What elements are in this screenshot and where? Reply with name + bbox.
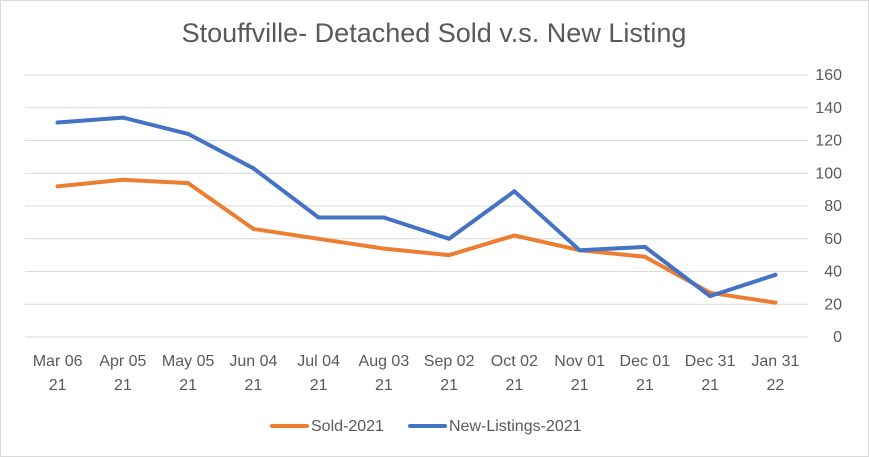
x-tick-label: Jan 31: [751, 353, 799, 370]
series-lines: [55, 115, 778, 305]
x-tick-label: 21: [114, 377, 132, 394]
data-point: [55, 120, 60, 125]
x-tick-label: Aug 03: [359, 353, 410, 370]
legend-label: New-Listings-2021: [449, 418, 582, 435]
data-point: [381, 246, 386, 251]
y-axis-ticks: 0 20 40 60 80 100 120 140 160: [815, 67, 842, 346]
gridlines: [25, 74, 808, 338]
x-tick-label: 21: [636, 377, 654, 394]
y-tick-label: 20: [824, 296, 842, 313]
x-tick-label: 21: [505, 377, 523, 394]
data-point: [577, 248, 582, 253]
data-point: [447, 236, 452, 241]
x-tick-label: Dec 01: [620, 353, 671, 370]
x-tick-label: 21: [310, 377, 328, 394]
data-point: [708, 294, 713, 299]
data-point: [316, 215, 321, 220]
data-point: [186, 131, 191, 136]
x-tick-label: Mar 06: [33, 353, 83, 370]
y-tick-label: 140: [815, 100, 842, 117]
data-point: [381, 215, 386, 220]
y-tick-label: 120: [815, 133, 842, 150]
x-tick-label: Nov 01: [554, 353, 605, 370]
data-point: [120, 115, 125, 120]
data-point: [447, 253, 452, 258]
x-tick-label: Apr 05: [99, 353, 146, 370]
y-tick-label: 80: [824, 198, 842, 215]
data-point: [773, 300, 778, 305]
y-tick-label: 40: [824, 264, 842, 281]
series-line-new-listings: [55, 115, 778, 299]
data-point: [251, 226, 256, 231]
y-tick-label: 60: [824, 231, 842, 248]
x-tick-label: 22: [766, 377, 784, 394]
data-point: [316, 236, 321, 241]
series-line-sold: [55, 177, 778, 305]
data-point: [773, 272, 778, 277]
data-point: [120, 177, 125, 182]
y-tick-label: 100: [815, 165, 842, 182]
chart-title: Stouffville- Detached Sold v.s. New List…: [182, 18, 687, 48]
x-tick-label: Sep 02: [424, 353, 475, 370]
x-tick-label: 21: [179, 377, 197, 394]
data-point: [55, 184, 60, 189]
x-tick-label: 21: [244, 377, 262, 394]
x-tick-label: 21: [701, 377, 719, 394]
data-point: [251, 166, 256, 171]
data-point: [642, 254, 647, 259]
x-tick-label: Jul 04: [297, 353, 340, 370]
x-tick-label: 21: [49, 377, 67, 394]
legend: Sold-2021 New-Listings-2021: [270, 418, 582, 435]
x-tick-label: 21: [375, 377, 393, 394]
data-point: [642, 244, 647, 249]
x-tick-label: May 05: [162, 353, 215, 370]
x-tick-label: Jun 04: [229, 353, 277, 370]
y-tick-label: 160: [815, 67, 842, 84]
x-tick-label: Oct 02: [491, 353, 538, 370]
y-tick-label: 0: [833, 329, 842, 346]
data-point: [512, 233, 517, 238]
x-tick-label: Dec 31: [685, 353, 736, 370]
legend-label: Sold-2021: [311, 418, 384, 435]
data-point: [186, 181, 191, 186]
x-tick-label: 21: [571, 377, 589, 394]
x-axis-ticks: Mar 06 21 Apr 05 21 May 05 21 Jun 04 21 Jul 04 21…: [33, 353, 800, 394]
x-tick-label: 21: [440, 377, 458, 394]
data-point: [512, 189, 517, 194]
